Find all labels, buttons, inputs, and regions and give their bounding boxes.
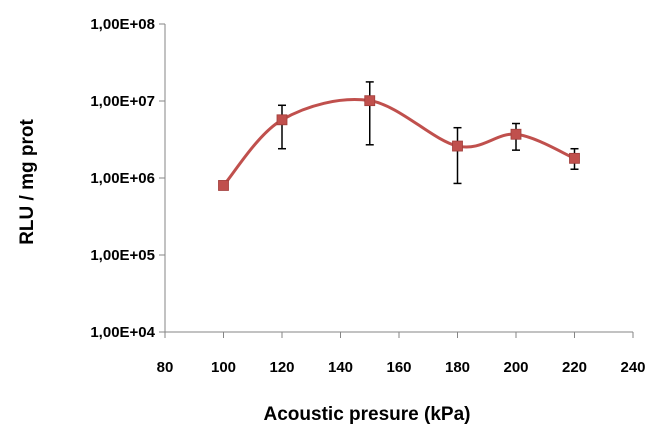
data-point-marker	[452, 140, 463, 152]
data-point-marker	[364, 95, 376, 107]
y-tick-label: 1,00E+08	[90, 16, 155, 33]
x-tick-label: 100	[211, 359, 236, 376]
x-tick-label: 240	[620, 359, 645, 376]
x-tick-label: 160	[386, 359, 411, 376]
data-point-marker	[510, 128, 522, 140]
data-point-marker	[569, 152, 580, 164]
data-point-marker	[276, 114, 288, 126]
x-tick-label: 200	[503, 359, 528, 376]
series-line	[222, 98, 576, 187]
x-tick-label: 120	[269, 359, 294, 376]
axes	[159, 23, 634, 338]
tick-labels: 1,00E+04 1,00E+05 1,00E+06 1,00E+07 1,00E+08…	[90, 16, 645, 376]
x-tick-label: 80	[157, 359, 174, 376]
x-axis-title: Acoustic presure (kPa)	[264, 404, 471, 425]
series-layer	[218, 81, 580, 191]
x-tick-label: 140	[328, 359, 353, 376]
x-tick-label: 220	[562, 359, 587, 376]
data-point-marker	[218, 180, 229, 191]
y-tick-label: 1,00E+05	[90, 247, 155, 264]
x-tick-label: 180	[445, 359, 470, 376]
y-tick-label: 1,00E+04	[90, 324, 155, 341]
y-tick-label: 1,00E+06	[90, 170, 155, 187]
y-axis-title: RLU / mg prot	[17, 119, 38, 245]
y-tick-label: 1,00E+07	[90, 93, 155, 110]
